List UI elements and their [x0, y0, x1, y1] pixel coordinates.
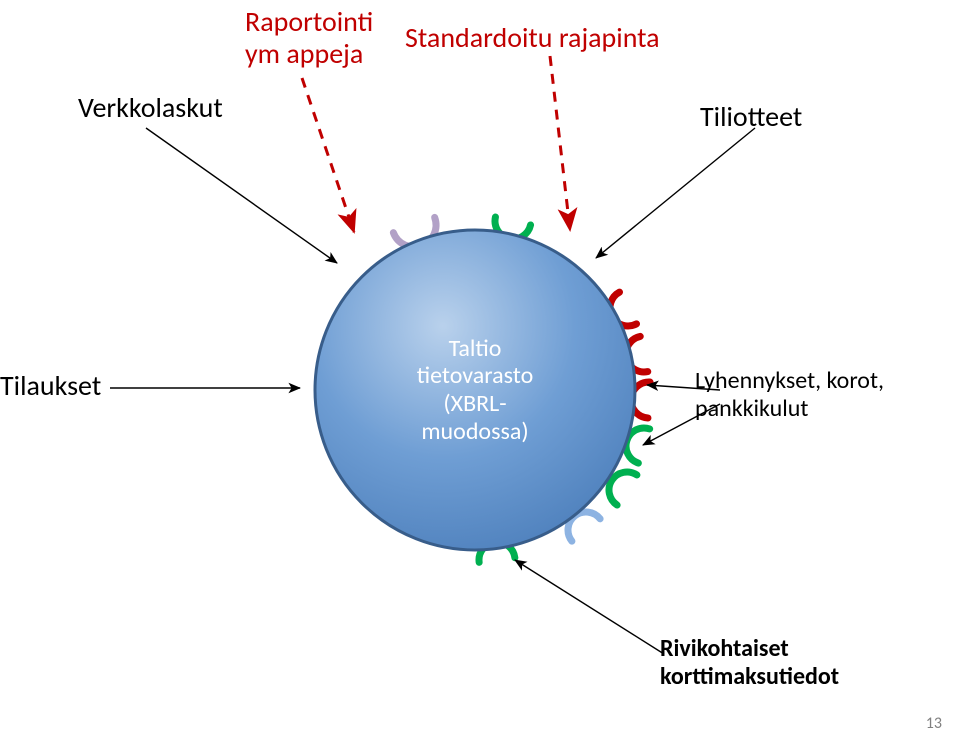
center-label: Taltiotietovarasto(XBRL-muodossa) [365, 335, 585, 445]
label-raportointi: Raportointi ym appeja [245, 6, 373, 70]
label-lyhennykset: Lyhennykset, korot, pankkikulut [695, 367, 884, 422]
label-tiliotteet: Tiliotteet [700, 101, 802, 133]
label-verkkolaskut: Verkkolaskut [78, 92, 223, 124]
label-tilaukset: Tilaukset [0, 370, 101, 402]
label-standardoitu: Standardoitu rajapinta [405, 22, 660, 54]
page-number: 13 [926, 714, 942, 733]
dashed-arrows [302, 56, 570, 232]
label-rivikohtaiset: Rivikohtaiset korttimaksutiedot [660, 635, 839, 690]
